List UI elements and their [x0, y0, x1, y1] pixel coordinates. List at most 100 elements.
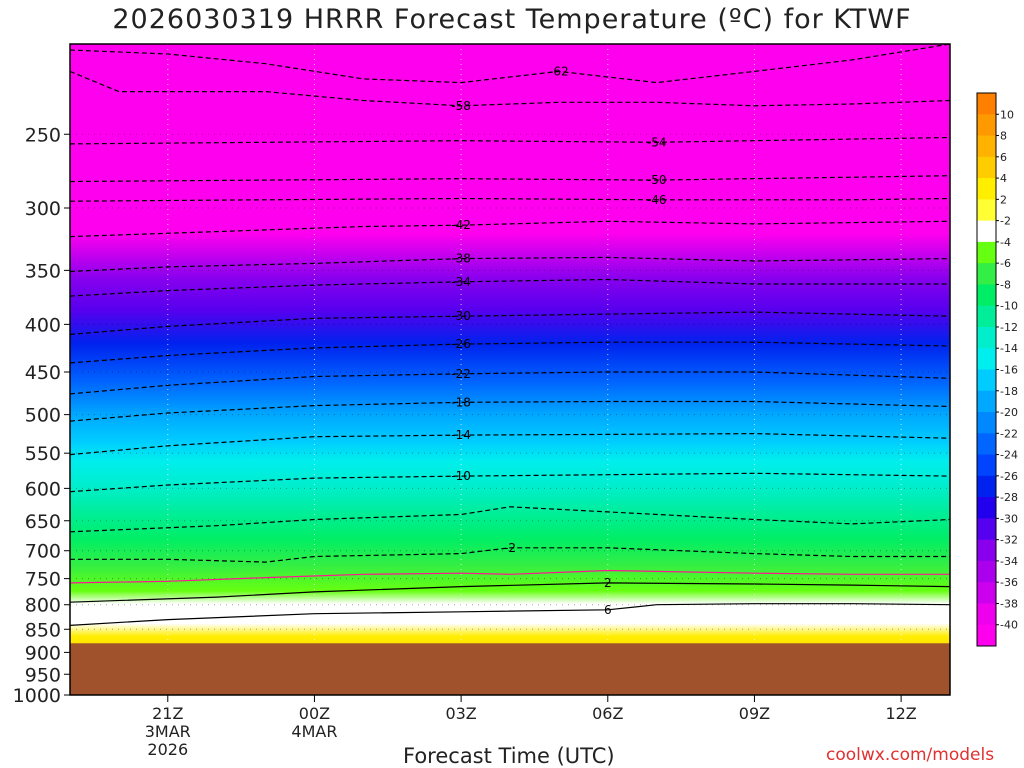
colorbar-segment — [977, 369, 996, 392]
colorbar-label: 8 — [1000, 130, 1007, 143]
colorbar-segment — [977, 454, 996, 477]
y-tick-label: 950 — [25, 664, 61, 686]
isotherm-line — [70, 278, 950, 297]
y-tick-label: 600 — [25, 478, 61, 500]
colorbar-label: -10 — [1000, 300, 1018, 313]
colorbar-label: 4 — [1000, 172, 1007, 185]
colorbar-label: -8 — [1000, 278, 1011, 291]
ground-region — [70, 643, 950, 695]
colorbar-label: -26 — [1000, 470, 1018, 483]
colorbar-label: -28 — [1000, 491, 1018, 504]
x-tick-label: 06Z — [592, 704, 623, 723]
x-tick-label: 00Z — [299, 704, 330, 723]
colorbar-segment — [977, 93, 996, 115]
isotherm-line — [70, 256, 950, 273]
colorbar-label: -30 — [1000, 512, 1018, 525]
colorbar-label: -14 — [1000, 342, 1018, 355]
y-tick-label: 700 — [25, 541, 61, 563]
colorbar-segment — [977, 603, 996, 626]
y-tick-label: 850 — [25, 619, 61, 641]
isotherm-line — [70, 371, 950, 395]
colorbar-label: -2 — [1000, 215, 1011, 228]
isotherm-label: 6 — [604, 603, 612, 617]
isotherm-line — [70, 582, 950, 603]
colorbar-segment — [977, 624, 996, 647]
isotherm-line — [70, 44, 950, 84]
isotherm-label: -2 — [504, 541, 516, 555]
y-tick-label: 400 — [25, 314, 61, 336]
colorbar-segment — [977, 560, 996, 583]
isotherm-line — [70, 70, 950, 107]
y-tick-label: 800 — [25, 595, 61, 617]
y-tick-label: 300 — [25, 198, 61, 220]
isotherm-line — [70, 506, 950, 533]
y-tick-label: 250 — [25, 124, 61, 146]
plot-frame — [69, 43, 951, 696]
x-axis-label: Forecast Time (UTC) — [403, 744, 615, 768]
colorbar-label: -16 — [1000, 364, 1018, 377]
isotherm-label: -30 — [451, 309, 471, 323]
isotherm-label: -14 — [451, 428, 471, 442]
isotherm-label: -62 — [549, 64, 569, 78]
y-tick-label: 900 — [25, 642, 61, 664]
isotherm-line — [70, 311, 950, 335]
x-tick-label: 2026 — [147, 740, 188, 759]
colorbar-label: -20 — [1000, 406, 1018, 419]
colorbar-segment — [977, 305, 996, 328]
colorbar-label: -32 — [1000, 534, 1018, 547]
temperature-field — [70, 44, 950, 695]
isotherm-label: -22 — [451, 367, 471, 381]
isotherm-line — [70, 472, 950, 493]
credit-link[interactable]: coolwx.com/models — [826, 745, 995, 765]
isotherm-line — [70, 175, 950, 183]
y-tick-label: 500 — [25, 405, 61, 427]
isotherm-line — [70, 220, 950, 238]
isotherm-label: -46 — [647, 193, 667, 207]
colorbar-label: 6 — [1000, 151, 1007, 164]
isotherm-line — [70, 136, 950, 145]
x-tick-label: 03Z — [445, 704, 476, 723]
isotherm-label: -50 — [647, 173, 667, 187]
isotherm-label: -10 — [451, 469, 471, 483]
colorbar-label: -36 — [1000, 576, 1018, 589]
isotherm-label: -54 — [647, 135, 667, 149]
isotherm-line — [70, 569, 950, 584]
colorbar-label: -12 — [1000, 321, 1018, 334]
y-tick-label: 350 — [25, 260, 61, 282]
colorbar-label: -24 — [1000, 449, 1018, 462]
colorbar-label: -40 — [1000, 619, 1018, 632]
colorbar-segment — [977, 263, 996, 285]
colorbar-segment — [977, 433, 996, 456]
x-tick-label: 21Z — [152, 704, 183, 723]
colorbar-segment — [977, 475, 996, 498]
colorbar-label: -34 — [1000, 555, 1018, 568]
x-tick-label: 3MAR — [145, 722, 191, 741]
colorbar-segment — [977, 178, 996, 200]
colorbar-segment — [977, 518, 996, 541]
isotherm-line — [70, 603, 950, 626]
colorbar-segment — [977, 156, 996, 179]
chart-title: 2026030319 HRRR Forecast Temperature (ºC… — [112, 4, 912, 35]
x-tick-label: 12Z — [885, 704, 916, 723]
colorbar-label: 2 — [1000, 193, 1007, 206]
isotherm-line — [70, 400, 950, 422]
colorbar-segment — [977, 497, 996, 519]
colorbar-segment — [977, 220, 996, 243]
colorbar-label: -22 — [1000, 427, 1018, 440]
y-tick-label: 550 — [25, 443, 61, 465]
colorbar-segment — [977, 199, 996, 222]
isotherm-label: -58 — [451, 99, 471, 113]
y-tick-label: 1000 — [13, 685, 61, 707]
isotherm-label: -34 — [451, 275, 471, 289]
y-tick-label: 450 — [25, 362, 61, 384]
isotherm-label: -38 — [451, 252, 471, 266]
colorbar-segment — [977, 284, 996, 307]
colorbar-segment — [977, 539, 996, 562]
x-tick-label: 09Z — [739, 704, 770, 723]
isotherm-line — [70, 197, 950, 202]
colorbar-segment — [977, 114, 996, 137]
colorbar-label: -18 — [1000, 385, 1018, 398]
colorbar-label: -6 — [1000, 257, 1011, 270]
isotherm-line — [70, 432, 950, 456]
colorbar-segment — [977, 241, 996, 264]
